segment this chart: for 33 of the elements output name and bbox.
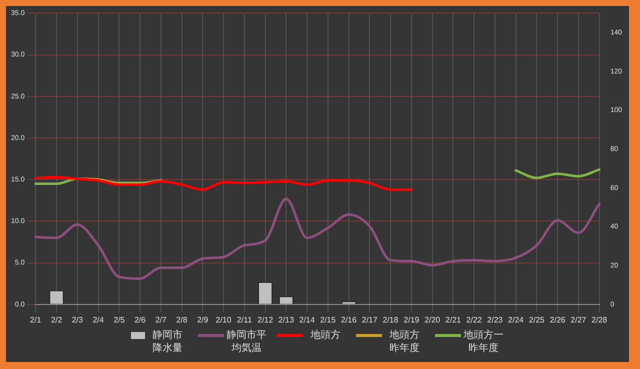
x-tick-label: 2/6 [134, 315, 146, 324]
x-tick-label: 2/4 [92, 315, 104, 324]
legend-label: 静岡市降水量 [152, 329, 184, 355]
x-tick-label: 2/9 [197, 315, 209, 324]
x-tick-label: 2/17 [362, 315, 378, 324]
x-tick-label: 2/8 [176, 315, 188, 324]
legend-label: 静岡市平均気温 [226, 329, 267, 355]
x-tick-label: 2/7 [155, 315, 167, 324]
x-tick-label: 2/21 [445, 315, 462, 324]
x-tick-label: 2/15 [320, 315, 336, 324]
legend-label: 地頭方一昨年度 [463, 329, 504, 355]
x-tick-label: 2/18 [382, 315, 399, 324]
legend-label: 地頭方 [310, 329, 342, 342]
x-tick-label: 2/22 [466, 315, 482, 324]
x-tick-label: 2/3 [72, 315, 84, 324]
x-tick-label: 2/14 [299, 315, 316, 324]
x-tick-label: 2/10 [216, 315, 232, 324]
x-tick-label: 2/13 [278, 315, 294, 324]
legend-label: 地頭方昨年度 [388, 329, 420, 355]
x-tick-label: 2/26 [550, 315, 566, 324]
x-tick-label: 2/5 [114, 315, 126, 324]
x-tick-label: 2/2 [50, 315, 63, 324]
x-tick-label: 2/23 [487, 315, 504, 324]
x-tick-label: 2/19 [404, 315, 420, 324]
x-tick-label: 2/12 [257, 315, 274, 324]
x-tick-label: 2/24 [508, 315, 524, 324]
x-tick-label: 2/25 [528, 315, 546, 324]
x-tick-label: 2/16 [341, 315, 358, 324]
x-tick-label: 2/20 [424, 315, 441, 324]
x-tick-label: 2/1 [30, 315, 42, 324]
x-tick-label: 2/27 [570, 315, 587, 324]
x-tick-label: 2/28 [592, 315, 608, 324]
x-tick-label: 2/11 [236, 315, 252, 324]
